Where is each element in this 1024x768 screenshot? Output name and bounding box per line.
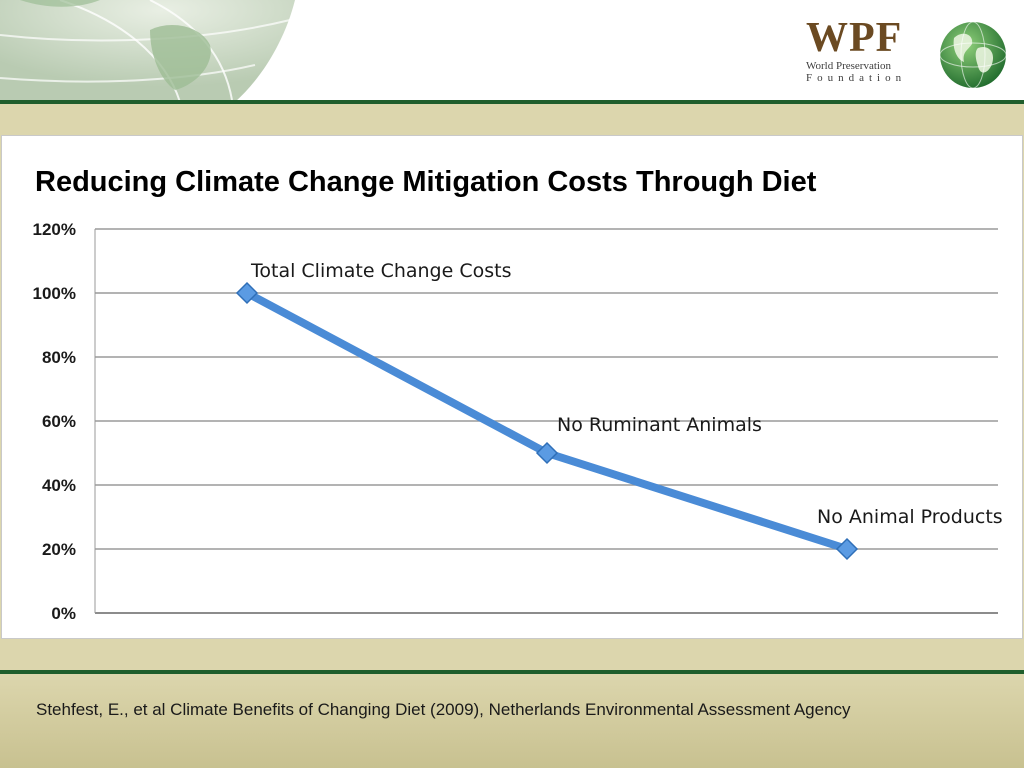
y-tick-label: 20% xyxy=(42,540,76,559)
y-tick-label: 120% xyxy=(33,220,76,239)
y-tick-label: 0% xyxy=(51,604,76,623)
y-tick-label: 80% xyxy=(42,348,76,367)
globe-decoration-icon xyxy=(0,0,295,102)
data-point xyxy=(835,537,859,561)
logo-name-line1: World Preservation xyxy=(806,60,891,72)
logo-globe-icon xyxy=(939,21,1007,89)
logo-name-line2: Foundation xyxy=(806,72,907,84)
citation-text: Stehfest, E., et al Climate Benefits of … xyxy=(36,700,851,719)
y-tick-label: 60% xyxy=(42,412,76,431)
data-label: No Ruminant Animals xyxy=(557,414,762,436)
footer-divider xyxy=(0,670,1024,674)
slide-header: WPF World Preservation Foundation xyxy=(0,0,1024,102)
header-divider xyxy=(0,100,1024,104)
data-label: No Animal Products xyxy=(817,506,1003,528)
data-point xyxy=(535,441,559,465)
wpf-logo: WPF World Preservation Foundation xyxy=(806,16,938,84)
slide-title: Reducing Climate Change Mitigation Costs… xyxy=(35,166,817,198)
y-tick-label: 40% xyxy=(42,476,76,495)
chart-panel xyxy=(1,135,1023,639)
data-label: Total Climate Change Costs xyxy=(250,260,512,282)
slide-footer: Stehfest, E., et al Climate Benefits of … xyxy=(0,674,1024,768)
y-tick-label: 100% xyxy=(33,284,76,303)
data-point xyxy=(235,281,259,305)
logo-wordmark: WPF xyxy=(806,15,903,61)
